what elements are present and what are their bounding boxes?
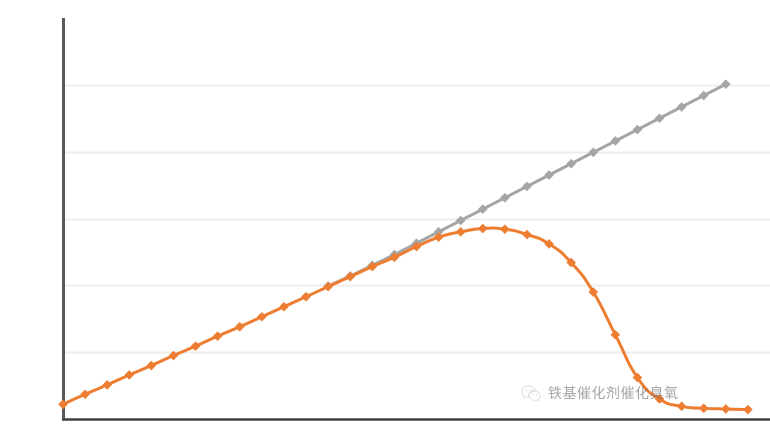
series-grey-series bbox=[323, 79, 731, 291]
data-point-marker bbox=[323, 281, 333, 292]
data-point-marker bbox=[588, 287, 599, 297]
data-point-marker bbox=[257, 311, 267, 322]
data-point-marker bbox=[168, 350, 179, 361]
data-point-marker bbox=[721, 404, 731, 414]
chart-axes bbox=[62, 18, 770, 421]
data-point-marker bbox=[190, 341, 201, 351]
data-point-marker bbox=[279, 301, 289, 312]
data-point-marker bbox=[500, 224, 510, 234]
data-point-marker bbox=[544, 239, 554, 249]
data-point-marker bbox=[58, 399, 68, 410]
data-point-marker bbox=[455, 227, 466, 237]
data-point-marker bbox=[234, 321, 245, 332]
data-point-marker bbox=[698, 90, 709, 101]
data-point-marker bbox=[124, 370, 135, 380]
data-point-marker bbox=[522, 181, 532, 192]
data-point-marker bbox=[610, 136, 621, 146]
data-point-marker bbox=[522, 229, 532, 240]
data-point-marker bbox=[411, 241, 422, 252]
series-line-orange-series bbox=[61, 226, 750, 412]
data-point-marker bbox=[301, 291, 311, 302]
series-orange-series bbox=[58, 223, 753, 415]
data-point-marker bbox=[676, 401, 687, 412]
data-point-marker bbox=[477, 223, 488, 234]
data-point-marker bbox=[212, 331, 223, 341]
data-point-marker bbox=[743, 404, 753, 415]
gridlines bbox=[63, 84, 770, 354]
data-point-marker bbox=[146, 360, 157, 371]
data-point-marker bbox=[80, 389, 90, 400]
data-point-marker bbox=[433, 232, 444, 243]
data-point-marker bbox=[698, 403, 709, 414]
data-point-marker bbox=[566, 158, 576, 169]
data-point-marker bbox=[632, 372, 643, 383]
data-point-marker bbox=[654, 394, 665, 404]
data-series-group bbox=[58, 79, 753, 415]
data-point-marker bbox=[566, 257, 576, 268]
data-point-marker bbox=[102, 380, 112, 390]
data-point-marker bbox=[610, 329, 621, 340]
data-point-marker bbox=[544, 170, 554, 180]
data-point-marker bbox=[345, 271, 356, 282]
